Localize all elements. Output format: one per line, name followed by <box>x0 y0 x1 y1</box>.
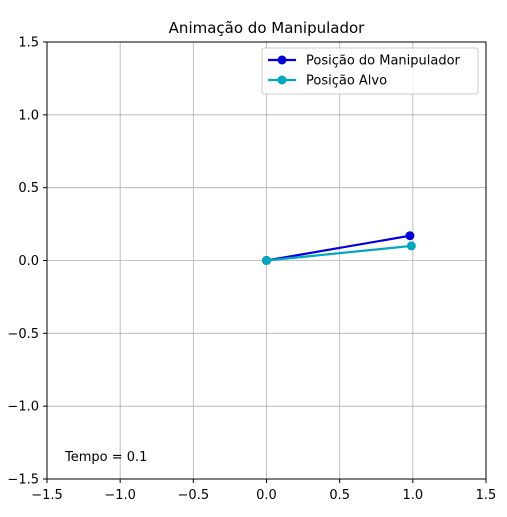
y-tick-label: 1.5 <box>18 36 39 51</box>
axis-ticks: −1.5 −1.0 −0.5 0.0 0.5 1.0 1.5 −1.5 −1.0 −0.5 0.0 0… <box>7 36 496 504</box>
x-tick-label: 1.5 <box>476 488 497 503</box>
y-tick-label: −1.0 <box>7 400 39 415</box>
legend: Posição do Manipulador Posição Alvo <box>261 47 479 95</box>
y-tick-label: 0.5 <box>18 181 39 196</box>
y-tick-label: −0.5 <box>7 327 39 342</box>
x-tick-label: −1.0 <box>104 488 136 503</box>
legend-marker-target <box>277 75 287 85</box>
legend-box <box>261 47 479 95</box>
series-point-1 <box>262 256 271 265</box>
y-tick-label: −1.5 <box>7 473 39 488</box>
series-point-0 <box>405 231 415 241</box>
series-point-1 <box>406 241 416 251</box>
y-tick-label: 1.0 <box>18 108 39 123</box>
x-tick-label: 1.0 <box>402 488 423 503</box>
legend-marker-manipulator <box>277 55 287 65</box>
y-tick-label: 0.0 <box>18 254 39 269</box>
legend-label-manipulator: Posição do Manipulador <box>306 54 461 69</box>
series-line-1 <box>266 244 412 262</box>
x-tick-label: −0.5 <box>178 488 210 503</box>
legend-label-target: Posição Alvo <box>306 74 387 89</box>
x-tick-label: 0.5 <box>329 488 350 503</box>
series-layer <box>262 231 416 265</box>
chart-title: Animação do Manipulador <box>169 19 365 37</box>
x-tick-label: −1.5 <box>31 488 63 503</box>
series-line-0 <box>266 234 411 262</box>
time-annotation: Tempo = 0.1 <box>64 450 147 465</box>
x-tick-label: 0.0 <box>256 488 277 503</box>
